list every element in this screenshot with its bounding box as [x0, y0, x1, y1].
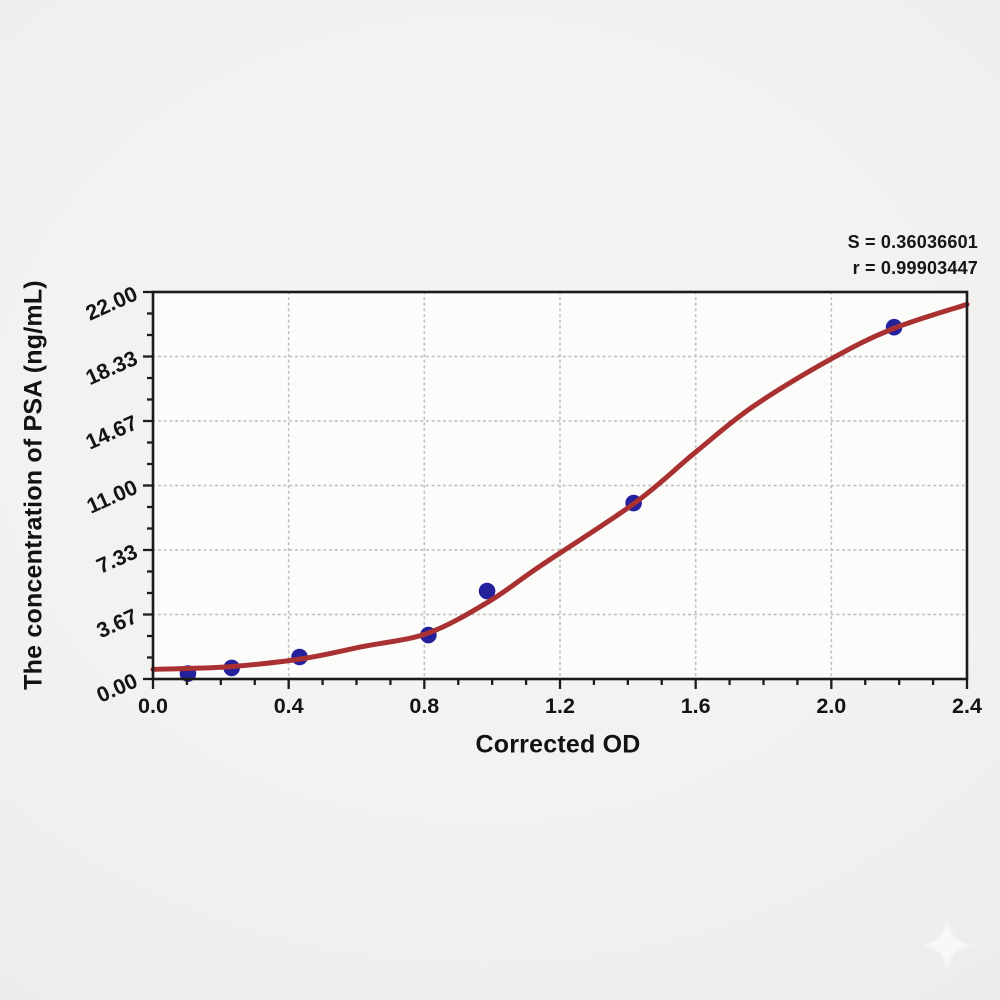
y-tick-label: 11.00: [83, 475, 141, 518]
x-tick-label: 2.4: [952, 694, 982, 718]
x-tick-label: 2.0: [816, 694, 846, 718]
data-point: [478, 582, 496, 600]
x-tick-label: 0.4: [274, 694, 304, 718]
stat-r-value: r = 0.99903447: [852, 258, 978, 278]
y-tick-label: 18.33: [82, 346, 141, 390]
stat-s-value: S = 0.36036601: [847, 232, 978, 252]
x-tick-label: 1.2: [545, 694, 575, 718]
x-tick-label: 0.8: [409, 694, 439, 718]
sparkle-watermark-icon: [921, 919, 973, 971]
y-tick-labels: 0.00 3.67 7.33 11.00 14.67 18.33 22.00: [82, 282, 141, 708]
x-tick-label: 1.6: [681, 694, 711, 718]
x-axis-title: Corrected OD: [475, 730, 641, 759]
axis-ticks: [143, 290, 969, 689]
y-tick-label: 22.00: [82, 282, 141, 326]
y-tick-label: 3.67: [93, 604, 141, 643]
x-tick-labels: 0.0 0.4 0.8 1.2 1.6 2.0 2.4: [138, 694, 982, 718]
fit-statistics: S = 0.36036601 r = 0.99903447: [848, 229, 978, 281]
y-tick-label: 7.33: [93, 540, 141, 579]
y-tick-label: 14.67: [82, 411, 141, 455]
y-tick-label: 0.00: [93, 669, 141, 708]
x-tick-label: 0.0: [138, 694, 168, 718]
fit-curve: [150, 301, 970, 672]
